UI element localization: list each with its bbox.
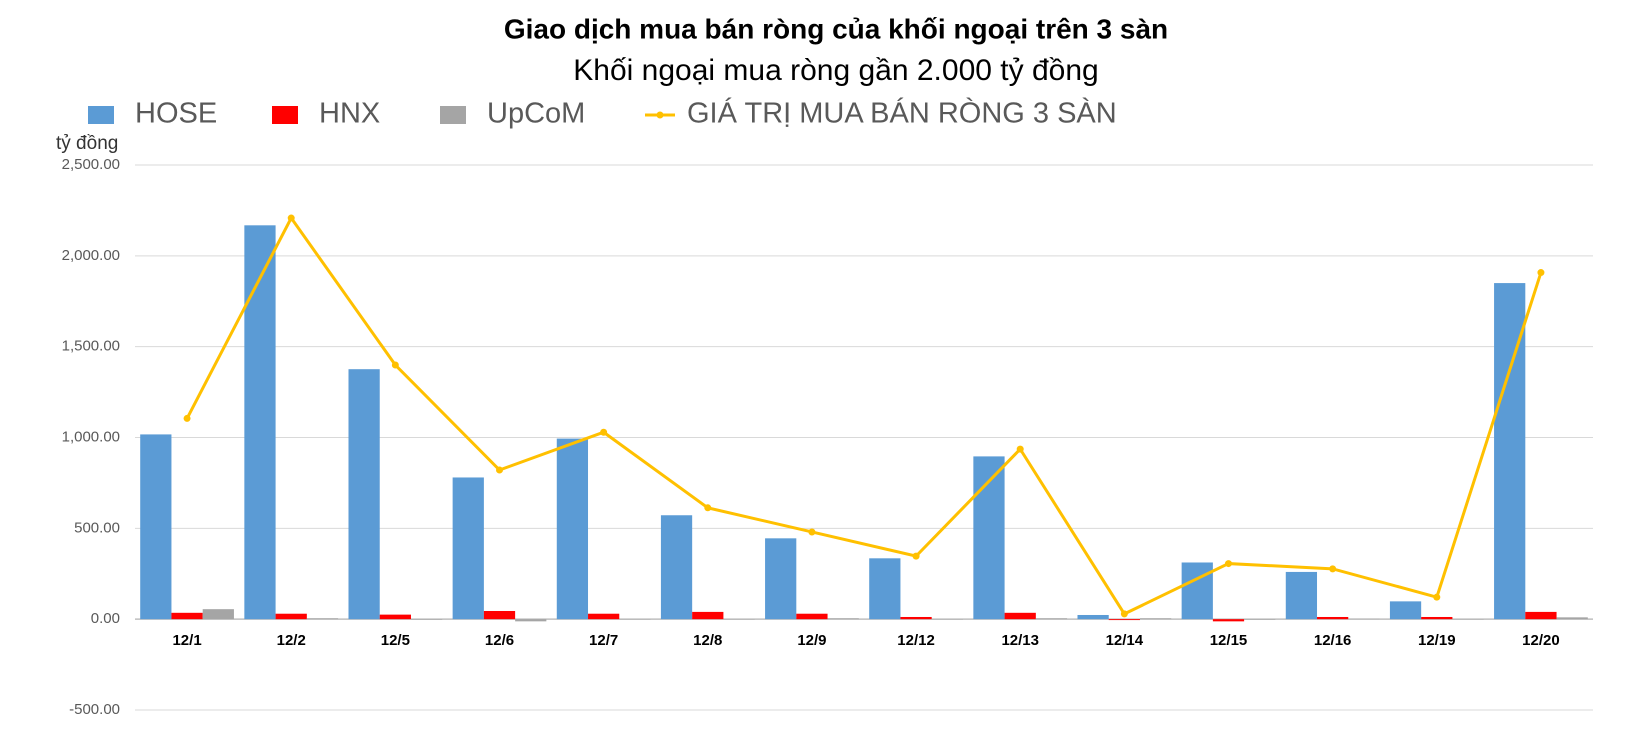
bar [765, 538, 796, 619]
chart-subtitle: Khối ngoại mua ròng gần 2.000 tỷ đồng [573, 54, 1098, 87]
bar [1005, 613, 1036, 619]
x-tick-label: 12/8 [693, 632, 722, 649]
y-axis-label: tỷ đồng [56, 133, 118, 154]
legend-label: UpCoM [487, 98, 585, 130]
bar [203, 609, 234, 619]
x-tick-label: 12/15 [1210, 632, 1248, 649]
line-marker [392, 362, 399, 369]
y-tick-label: 1,500.00 [62, 338, 120, 355]
bar [380, 615, 411, 620]
legend-swatch [272, 106, 298, 124]
bar [515, 619, 546, 621]
bar [484, 611, 515, 619]
bar [869, 558, 900, 619]
bar [1109, 619, 1140, 620]
legend-marker [657, 112, 664, 119]
line-marker [288, 215, 295, 222]
x-tick-label: 12/20 [1522, 632, 1560, 649]
legend-swatch [440, 106, 466, 124]
bar [276, 614, 307, 619]
line-marker [1017, 446, 1024, 453]
line-marker [600, 429, 607, 436]
line [187, 218, 1541, 614]
line-marker [1329, 565, 1336, 572]
bar [588, 614, 619, 619]
bar [661, 515, 692, 619]
x-tick-label: 12/1 [172, 632, 201, 649]
x-tick-label: 12/7 [589, 632, 618, 649]
x-tick-label: 12/5 [381, 632, 410, 649]
bar [1286, 572, 1317, 619]
bar [796, 614, 827, 619]
bar [1036, 618, 1067, 619]
line-marker [913, 553, 920, 560]
bar [692, 612, 723, 619]
legend-label: HNX [319, 98, 380, 130]
legend-label: HOSE [135, 98, 217, 130]
bar [411, 619, 442, 620]
legend-label: GIÁ TRỊ MUA BÁN RÒNG 3 SÀN [687, 97, 1117, 130]
bar [1182, 562, 1213, 619]
y-tick-label: 1,000.00 [62, 428, 120, 445]
x-tick-label: 12/6 [485, 632, 514, 649]
bar [1213, 619, 1244, 621]
y-tick-label: -500.00 [69, 701, 120, 718]
line-marker [496, 467, 503, 474]
bar [1525, 612, 1556, 619]
y-tick-label: 2,500.00 [62, 156, 120, 173]
line-marker [704, 504, 711, 511]
bar [1077, 615, 1108, 619]
bar [1317, 617, 1348, 619]
x-tick-label: 12/16 [1314, 632, 1352, 649]
x-tick-label: 12/14 [1106, 632, 1144, 649]
y-tick-label: 0.00 [91, 610, 120, 627]
x-tick-label: 12/13 [1001, 632, 1039, 649]
bar [1244, 619, 1275, 620]
bar [140, 434, 171, 619]
bar [557, 439, 588, 620]
line-marker [1433, 594, 1440, 601]
line-marker [184, 415, 191, 422]
line-marker [1121, 610, 1128, 617]
bar [1421, 617, 1452, 619]
x-tick-label: 12/9 [797, 632, 826, 649]
bar [244, 225, 275, 619]
y-tick-label: 500.00 [74, 519, 120, 536]
y-tick-label: 2,000.00 [62, 247, 120, 264]
bar [453, 477, 484, 619]
line-marker [808, 528, 815, 535]
bar [171, 613, 202, 619]
x-tick-label: 12/19 [1418, 632, 1456, 649]
legend-swatch [88, 106, 114, 124]
bar [1390, 601, 1421, 619]
bar [348, 369, 379, 619]
bar [307, 618, 338, 619]
x-tick-label: 12/12 [897, 632, 935, 649]
x-tick-label: 12/2 [277, 632, 306, 649]
chart-title: Giao dịch mua bán ròng của khối ngoại tr… [504, 13, 1168, 44]
line-marker [1537, 269, 1544, 276]
bar [828, 618, 859, 619]
bar [900, 617, 931, 619]
line-marker [1225, 560, 1232, 567]
bar [1557, 617, 1588, 619]
bar [1140, 618, 1171, 619]
